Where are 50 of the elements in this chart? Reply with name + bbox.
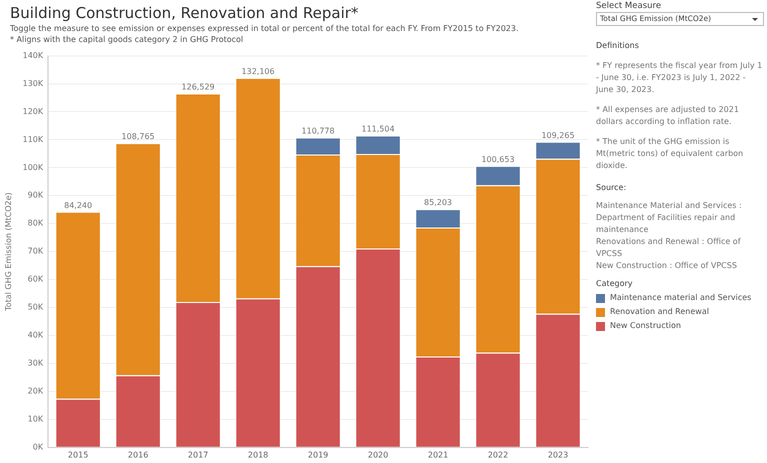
y-tick-label: 60K bbox=[28, 274, 44, 284]
total-label: 85,203 bbox=[424, 198, 452, 208]
y-tick-label: 40K bbox=[28, 330, 44, 340]
y-tick-label: 90K bbox=[28, 190, 44, 200]
total-label: 132,106 bbox=[242, 66, 275, 76]
total-label: 110,778 bbox=[302, 126, 335, 136]
text: * All expenses are adjusted to 2021 dollars according to inflation rate. bbox=[596, 104, 740, 128]
source-note: Source: bbox=[596, 182, 628, 194]
y-tick-label: 30K bbox=[28, 358, 44, 368]
y-tick-label: 130K bbox=[22, 78, 44, 88]
total-label: 108,765 bbox=[122, 132, 155, 142]
y-tick-label: 50K bbox=[28, 302, 44, 312]
x-tick-label: 2019 bbox=[308, 450, 328, 460]
x-tick-label: 2022 bbox=[488, 450, 508, 460]
y-tick-label: 20K bbox=[28, 386, 44, 396]
y-tick-label: 110K bbox=[22, 134, 44, 144]
legend-title: Category bbox=[596, 278, 634, 290]
x-tick-label: 2023 bbox=[548, 450, 568, 460]
text: * FY represents the fiscal year from July 1 - June 30, i.e. FY2023 is July 1, 2022 - June 30, 2023. bbox=[596, 60, 764, 96]
y-tick-label: 120K bbox=[22, 106, 44, 116]
x-tick-label: 2021 bbox=[428, 450, 448, 460]
y-axis-title: Total GHG Emission (MtCO2e) bbox=[4, 192, 13, 312]
chart-subtitle: Toggle the measure to see emission or expenses expressed in total or percent of the total for each FY. From FY2015 to FY2023. bbox=[10, 24, 519, 33]
legend-label: Maintenance material and Services bbox=[610, 292, 752, 304]
x-tick-label: 2016 bbox=[128, 450, 148, 460]
total-label: 111,504 bbox=[362, 124, 395, 134]
text: Definitions bbox=[596, 40, 640, 52]
x-tick-label: 2017 bbox=[188, 450, 208, 460]
total-label: 126,529 bbox=[182, 82, 215, 92]
text: Select Measure bbox=[596, 0, 662, 12]
text: New Construction : Office of VPCSS bbox=[596, 260, 738, 272]
text: Maintenance Material and Services : Department of Facilities repair and maintenance bbox=[596, 200, 743, 236]
y-tick-label: 70K bbox=[28, 246, 44, 256]
legend-label: New Construction bbox=[610, 320, 681, 332]
x-tick-label: 2015 bbox=[68, 450, 88, 460]
text: * The unit of the GHG emission is Mt(metric tons) of equivalent carbon dioxide. bbox=[596, 136, 744, 172]
chart-title: Building Construction, Renovation and Repair* bbox=[10, 4, 358, 22]
y-tick-label: 0K bbox=[32, 442, 44, 452]
total-label: 100,653 bbox=[481, 154, 515, 164]
text: * Aligns with the capital goods category 2 in GHG Protocol bbox=[10, 35, 244, 44]
total-label: 109,265 bbox=[541, 130, 575, 140]
y-tick-label: 80K bbox=[28, 218, 44, 228]
x-tick-label: 2020 bbox=[368, 450, 388, 460]
y-tick-label: 140K bbox=[22, 50, 44, 60]
legend-label: Renovation and Renewal bbox=[610, 306, 709, 318]
y-tick-label: 10K bbox=[28, 414, 44, 424]
total-label: 84,240 bbox=[64, 200, 92, 210]
text: Renovations and Renewal : Office of VPCSS bbox=[596, 236, 742, 260]
y-tick-label: 100K bbox=[22, 162, 44, 172]
x-tick-label: 2018 bbox=[248, 450, 268, 460]
